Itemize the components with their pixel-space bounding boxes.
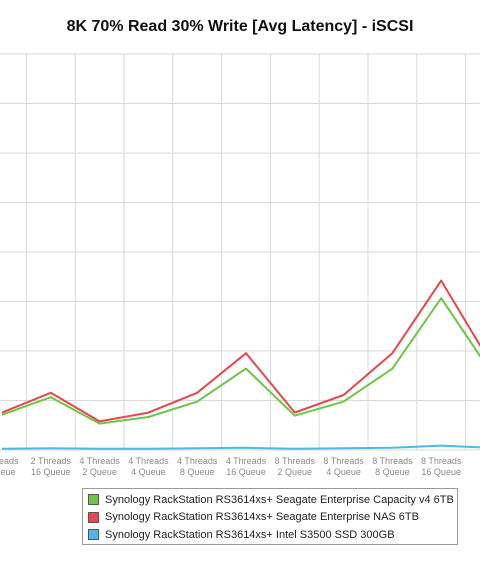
- x-tick-label: 16 Queue: [421, 467, 461, 477]
- x-tick-label: 4 Threads: [177, 456, 218, 466]
- legend-swatch-nas: [88, 511, 99, 523]
- legend-label: Synology RackStation RS3614xs+ Intel S35…: [105, 528, 395, 541]
- x-tick-label: 4 Threads: [79, 456, 120, 466]
- series-line-0: [1, 297, 480, 425]
- x-tick-label: 4 Queue: [326, 467, 361, 477]
- x-tick-label: 8 Queue: [375, 467, 410, 477]
- legend-label: Synology RackStation RS3614xs+ Seagate E…: [105, 511, 419, 524]
- x-tick-label: Queue: [0, 467, 16, 477]
- x-tick-label: 16 Queue: [226, 467, 266, 477]
- legend-item: Synology RackStation RS3614xs+ Intel S35…: [88, 526, 457, 544]
- x-tick-label: 8 Threads: [372, 456, 413, 466]
- legend-swatch-ssd: [88, 529, 99, 541]
- series-lines: [1, 279, 480, 450]
- x-tick-label: 8 Threads: [275, 456, 316, 466]
- x-tick-label: 2 Queue: [82, 467, 117, 477]
- x-tick-label: 4 Queue: [131, 467, 166, 477]
- x-tick-label: 2 Threads: [31, 456, 72, 466]
- x-tick-label: 4 Threads: [128, 456, 169, 466]
- legend-label: Synology RackStation RS3614xs+ Seagate E…: [105, 493, 454, 506]
- x-tick-label: Threads: [0, 456, 19, 466]
- legend-item: Synology RackStation RS3614xs+ Seagate E…: [88, 491, 457, 509]
- legend: Synology RackStation RS3614xs+ Seagate E…: [82, 488, 458, 545]
- x-tick-label: 8 Threads: [421, 456, 462, 466]
- grid: [0, 53, 480, 451]
- legend-swatch-capacity: [88, 494, 99, 506]
- series-line-2: [1, 444, 480, 450]
- legend-item: Synology RackStation RS3614xs+ Seagate E…: [88, 509, 457, 527]
- x-tick-label: 2 Queue: [278, 467, 313, 477]
- x-tick-label: 8 Queue: [180, 467, 215, 477]
- x-tick-label: 4 Threads: [226, 456, 267, 466]
- chart-title: 8K 70% Read 30% Write [Avg Latency] - iS…: [66, 18, 414, 35]
- series-line-1: [1, 279, 480, 423]
- x-tick-label: 16 Queue: [31, 467, 71, 477]
- x-tick-label: 8 Threads: [323, 456, 364, 466]
